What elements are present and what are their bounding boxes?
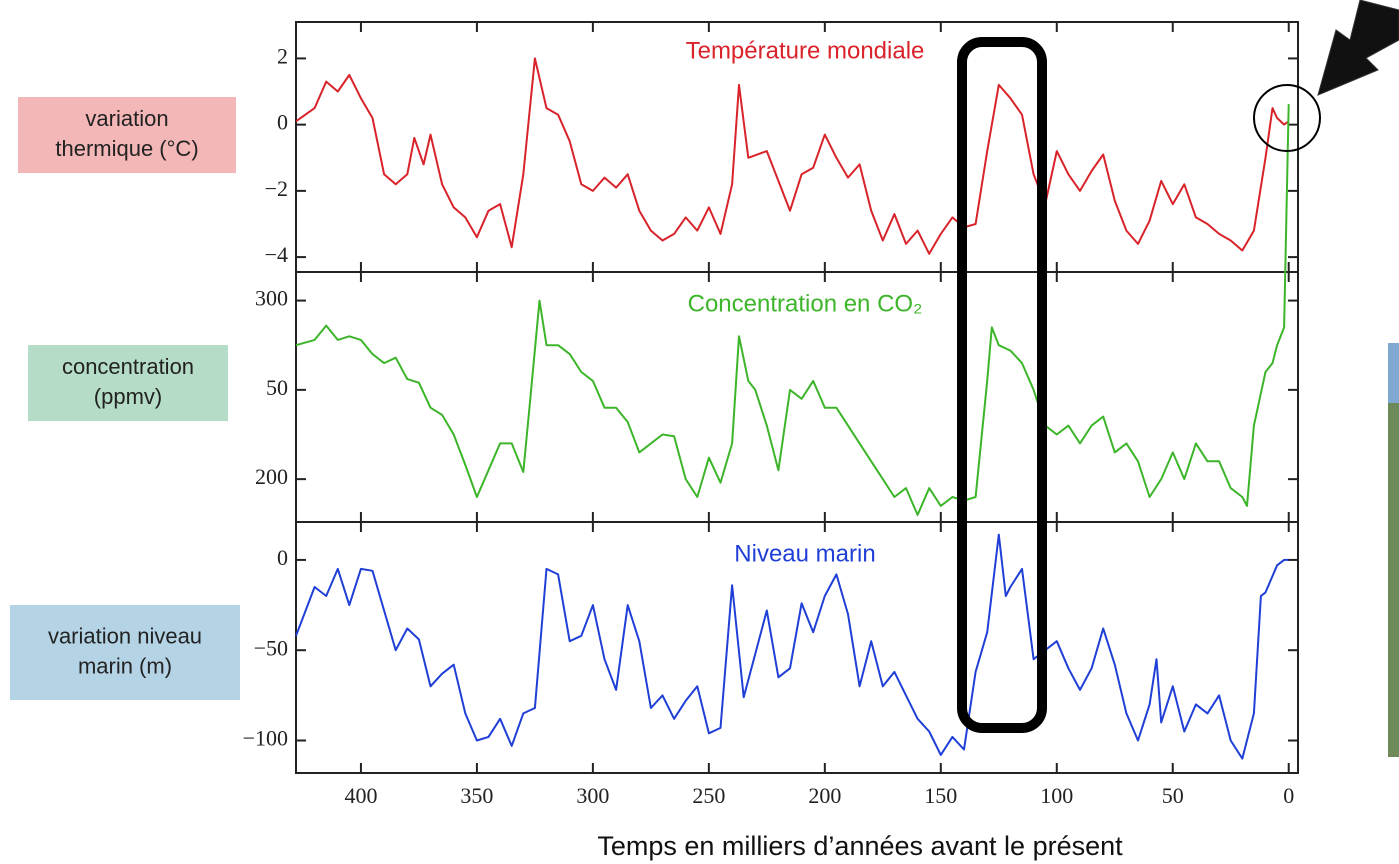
photo-sky bbox=[1388, 343, 1399, 403]
plot-frame bbox=[295, 521, 1299, 774]
y-tick-label: 0 bbox=[277, 110, 288, 135]
x-tick-label: 150 bbox=[924, 783, 957, 808]
x-tick-label: 250 bbox=[692, 783, 725, 808]
y-axis-label: marin (m) bbox=[78, 653, 172, 678]
y-tick-label: 2 bbox=[277, 43, 288, 68]
y-tick-label: −4 bbox=[265, 242, 288, 267]
y-tick-label: 50 bbox=[266, 375, 288, 400]
y-tick-label: −100 bbox=[243, 726, 288, 751]
y-label-box bbox=[18, 97, 236, 173]
data-line bbox=[295, 57, 1290, 255]
y-tick-label: 200 bbox=[255, 464, 288, 489]
y-axis-label: (ppmv) bbox=[94, 384, 162, 409]
x-tick-label: 300 bbox=[576, 783, 609, 808]
arrow bbox=[1317, 0, 1399, 96]
y-tick-label: −2 bbox=[265, 176, 288, 201]
series-title: Niveau marin bbox=[734, 540, 875, 567]
y-tick-label: −50 bbox=[254, 635, 288, 660]
data-line bbox=[295, 104, 1290, 516]
plots: 2 0 −2 −4 Température mondiale variation therm… bbox=[10, 21, 1299, 861]
y-axis-label: variation niveau bbox=[48, 623, 202, 648]
y-axis-label: variation bbox=[85, 106, 168, 131]
y-tick-label: 0 bbox=[277, 545, 288, 570]
data-line bbox=[295, 533, 1289, 760]
photo-strip bbox=[1388, 343, 1399, 757]
x-tick-label: 400 bbox=[344, 783, 377, 808]
x-tick-label: 200 bbox=[808, 783, 841, 808]
x-tick-label: 0 bbox=[1283, 783, 1294, 808]
series-title: Concentration en CO₂ bbox=[688, 290, 923, 317]
y-label-box bbox=[10, 605, 240, 700]
series-title: Température mondiale bbox=[686, 37, 925, 64]
y-axis-label: concentration bbox=[62, 354, 194, 379]
x-tick-label: 50 bbox=[1162, 783, 1184, 808]
y-axis-label: thermique (°C) bbox=[55, 136, 198, 161]
highlight-circle bbox=[1253, 84, 1321, 152]
highlight-frame bbox=[957, 37, 1047, 733]
x-axis-label: Temps en milliers d’années avant le prés… bbox=[597, 831, 1123, 861]
x-tick-label: 350 bbox=[460, 783, 493, 808]
y-label-box bbox=[28, 345, 228, 421]
y-tick-label: 300 bbox=[255, 286, 288, 311]
x-tick-label: 100 bbox=[1040, 783, 1073, 808]
